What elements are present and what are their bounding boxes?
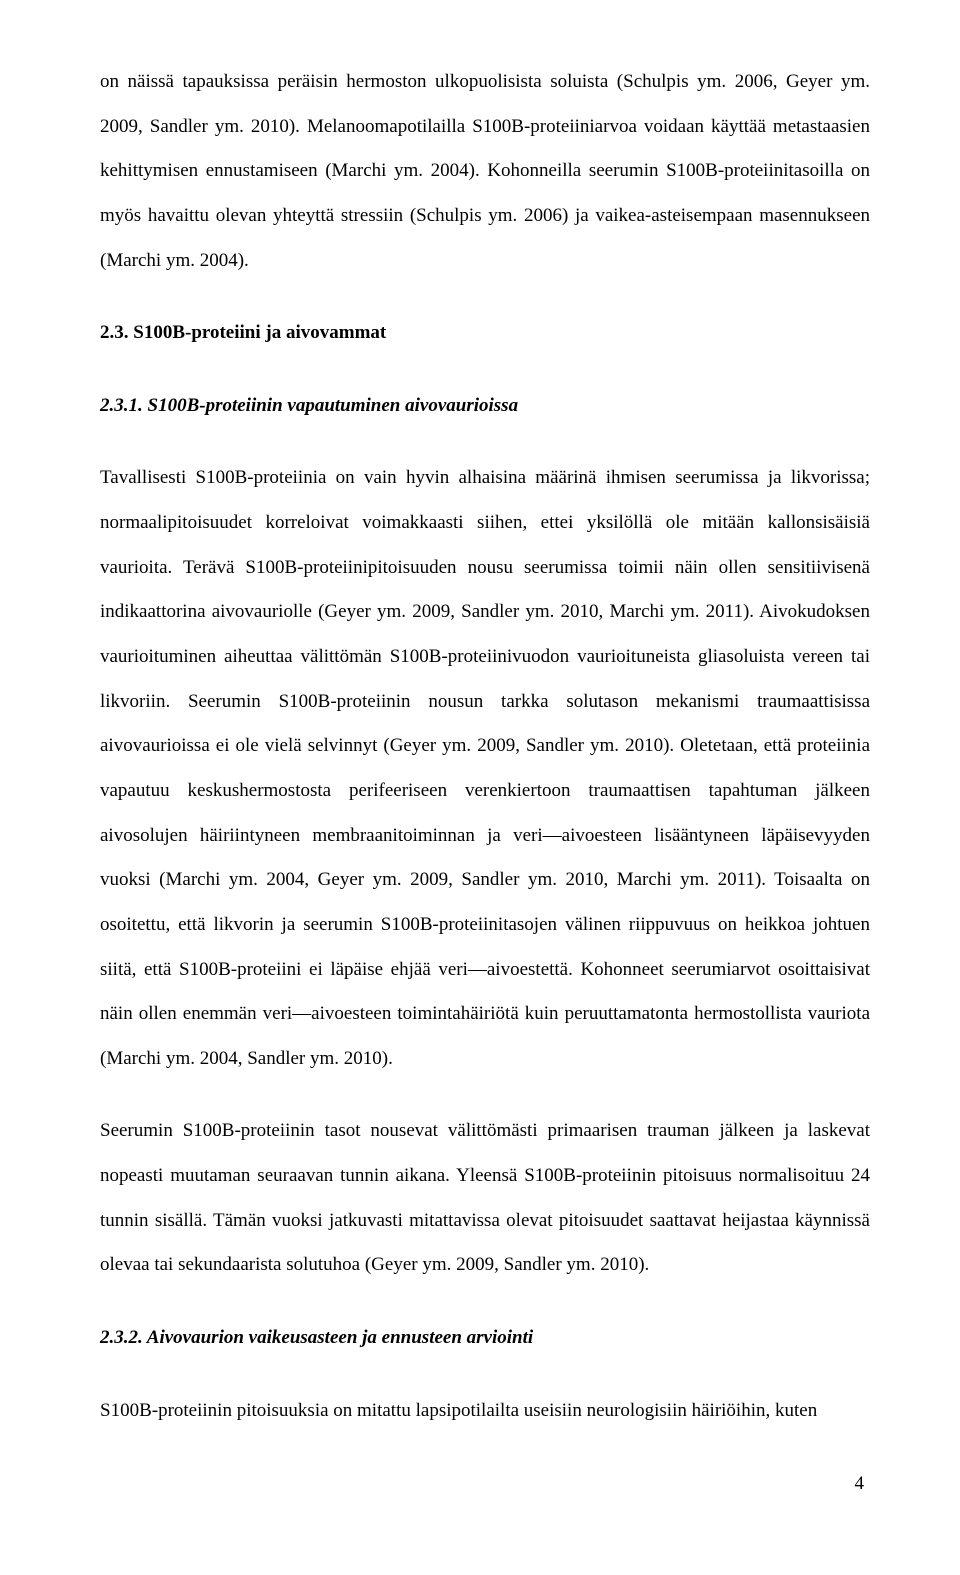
paragraph-release-1: Tavallisesti S100B-proteiinia on vain hy…: [100, 456, 870, 1081]
subsection-heading-2-3-2: 2.3.2. Aivovaurion vaikeusasteen ja ennu…: [100, 1316, 870, 1361]
paragraph-release-2: Seerumin S100B-proteiinin tasot nousevat…: [100, 1109, 870, 1288]
paragraph-intro: on näissä tapauksissa peräisin hermoston…: [100, 60, 870, 283]
subsection-heading-2-3-1: 2.3.1. S100B-proteiinin vapautuminen aiv…: [100, 384, 870, 429]
paragraph-severity: S100B-proteiinin pitoisuuksia on mitattu…: [100, 1389, 870, 1434]
page-number: 4: [100, 1473, 870, 1495]
page-container: on näissä tapauksissa peräisin hermoston…: [0, 0, 960, 1575]
section-heading-2-3: 2.3. S100B-proteiini ja aivovammat: [100, 311, 870, 356]
